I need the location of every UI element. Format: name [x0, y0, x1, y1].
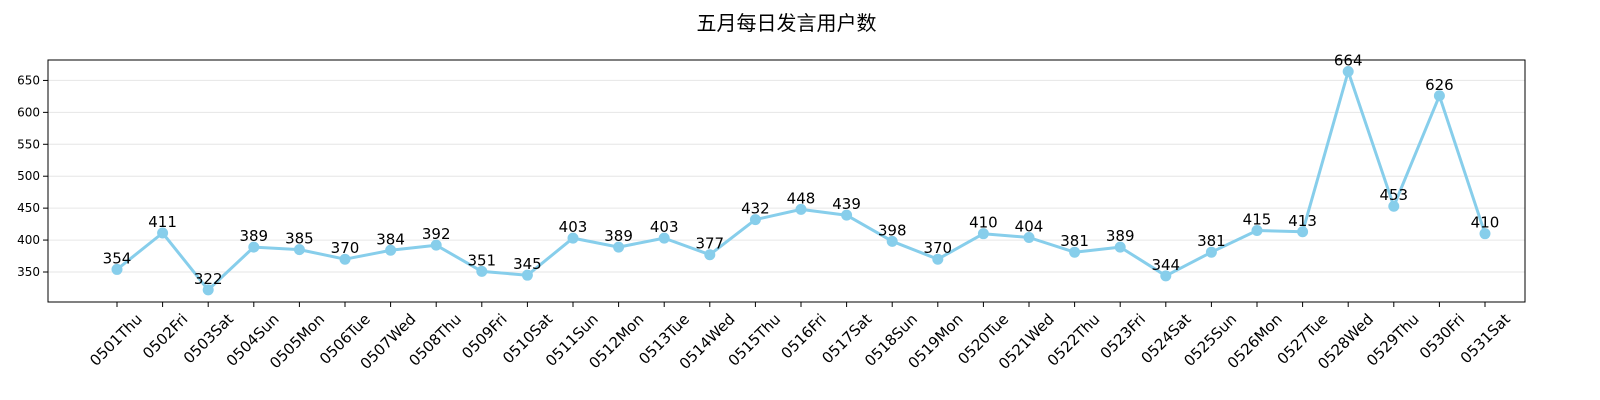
- data-point: [886, 235, 898, 247]
- data-label: 389: [1106, 227, 1135, 245]
- data-label: 389: [604, 227, 633, 245]
- data-point: [1479, 228, 1491, 240]
- y-tick-label: 600: [17, 105, 40, 119]
- data-label: 413: [1288, 212, 1317, 230]
- data-point: [1297, 226, 1309, 238]
- data-point: [1251, 224, 1263, 236]
- data-label: 381: [1197, 232, 1226, 250]
- data-point: [1023, 232, 1035, 244]
- data-point: [157, 227, 169, 239]
- data-point: [841, 209, 853, 221]
- data-label: 354: [103, 249, 132, 267]
- data-label: 410: [1471, 214, 1500, 232]
- data-point: [248, 241, 260, 253]
- data-point: [932, 253, 944, 265]
- data-label: 410: [969, 214, 998, 232]
- data-point: [749, 214, 761, 226]
- data-label: 415: [1243, 210, 1272, 228]
- data-label: 389: [239, 227, 268, 245]
- data-label: 432: [741, 200, 770, 218]
- data-label: 403: [559, 218, 588, 236]
- data-label: 381: [1060, 232, 1089, 250]
- data-label: 403: [650, 218, 679, 236]
- data-point: [1114, 241, 1126, 253]
- data-point: [795, 203, 807, 215]
- data-label: 345: [513, 255, 542, 273]
- data-label: 453: [1379, 186, 1408, 204]
- chart-title: 五月每日发言用户数: [697, 11, 877, 35]
- grid-lines: [48, 79, 1525, 273]
- series-line: [116, 70, 1487, 292]
- x-axis: 0501Thu0502Fri0503Sat0504Sun0505Mon0506T…: [86, 302, 1514, 373]
- data-point: [1342, 65, 1354, 77]
- data-point: [567, 232, 579, 244]
- data-label: 322: [194, 270, 223, 288]
- data-point: [430, 239, 442, 251]
- data-label: 411: [148, 213, 177, 231]
- data-point: [658, 232, 670, 244]
- data-label: 392: [422, 225, 451, 243]
- data-label: 377: [695, 235, 724, 253]
- data-label: 370: [923, 239, 952, 257]
- y-axis: 350 400 450 500 550 600 650: [17, 73, 48, 279]
- x-tick-label: 0501Thu: [86, 310, 146, 370]
- data-point: [385, 244, 397, 256]
- data-label: 439: [832, 195, 861, 213]
- data-point: [1433, 90, 1445, 102]
- data-point: [1069, 246, 1081, 258]
- data-label: 370: [331, 239, 360, 257]
- data-label: 404: [1015, 218, 1044, 236]
- y-tick-label: 450: [17, 201, 40, 215]
- data-label: 448: [787, 189, 816, 207]
- data-point: [704, 249, 716, 261]
- data-point: [977, 228, 989, 240]
- data-label: 344: [1151, 256, 1180, 274]
- data-point: [111, 263, 123, 275]
- data-point: [613, 241, 625, 253]
- data-point: [1388, 200, 1400, 212]
- data-label: 626: [1425, 76, 1454, 94]
- x-tick-label: 0531Sat: [1457, 310, 1514, 367]
- data-label: 351: [467, 251, 496, 269]
- data-point: [293, 244, 305, 256]
- data-label: 398: [878, 221, 907, 239]
- y-tick-label: 500: [17, 169, 40, 183]
- data-point: [521, 269, 533, 281]
- y-tick-label: 550: [17, 137, 40, 151]
- y-tick-label: 400: [17, 233, 40, 247]
- series-layer: 354 411 322 389 385 370 384 392 351 345 403 389 403 3…: [103, 51, 1500, 296]
- data-label: 385: [285, 230, 314, 248]
- data-point: [1160, 270, 1172, 282]
- data-point: [1205, 246, 1217, 258]
- data-point: [339, 253, 351, 265]
- data-point: [476, 265, 488, 277]
- y-tick-label: 350: [17, 265, 40, 279]
- plot-frame: [47, 59, 1526, 303]
- data-label: 384: [376, 230, 405, 248]
- y-tick-label: 650: [17, 73, 40, 87]
- data-point: [202, 284, 214, 296]
